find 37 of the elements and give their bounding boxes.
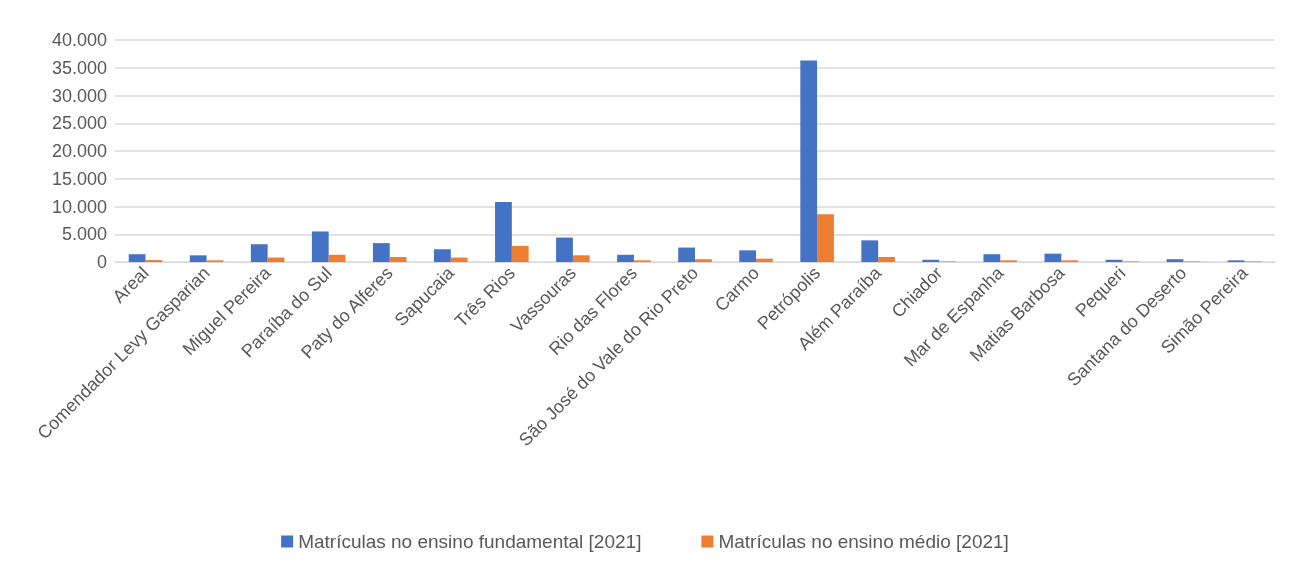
bar xyxy=(434,249,451,262)
legend-label: Matrículas no ensino médio [2021] xyxy=(718,531,1009,552)
legend-label: Matrículas no ensino fundamental [2021] xyxy=(298,531,642,552)
bar xyxy=(372,243,390,262)
y-tick-label: 10.000 xyxy=(51,196,107,217)
y-tick-label: 5.000 xyxy=(61,224,107,245)
bar xyxy=(511,245,529,262)
bar xyxy=(922,259,940,262)
bar xyxy=(556,237,573,262)
y-tick-label: 25.000 xyxy=(51,113,107,134)
bar xyxy=(617,254,634,262)
bar xyxy=(495,202,512,262)
bar xyxy=(128,254,146,262)
bar xyxy=(328,254,346,262)
y-tick-label: 35.000 xyxy=(51,57,107,78)
bar xyxy=(983,254,1001,262)
bar xyxy=(756,258,773,262)
bar xyxy=(311,231,329,262)
bar xyxy=(861,240,879,262)
bar xyxy=(189,255,207,262)
bar xyxy=(1166,259,1184,262)
y-tick-label: 20.000 xyxy=(51,141,107,161)
y-tick-label: 15.000 xyxy=(51,168,107,189)
bar xyxy=(1044,253,1062,262)
bar xyxy=(800,60,818,262)
y-tick-label: 0 xyxy=(96,252,107,272)
bar xyxy=(878,257,895,262)
bar xyxy=(572,255,590,262)
bar xyxy=(695,259,712,262)
bar xyxy=(678,247,695,262)
bar xyxy=(450,257,468,262)
bar xyxy=(389,257,407,262)
bar xyxy=(817,214,834,262)
y-tick-label: 40.000 xyxy=(51,30,107,50)
bar xyxy=(739,250,757,262)
y-tick-label: 30.000 xyxy=(51,85,107,106)
bar xyxy=(250,244,268,262)
